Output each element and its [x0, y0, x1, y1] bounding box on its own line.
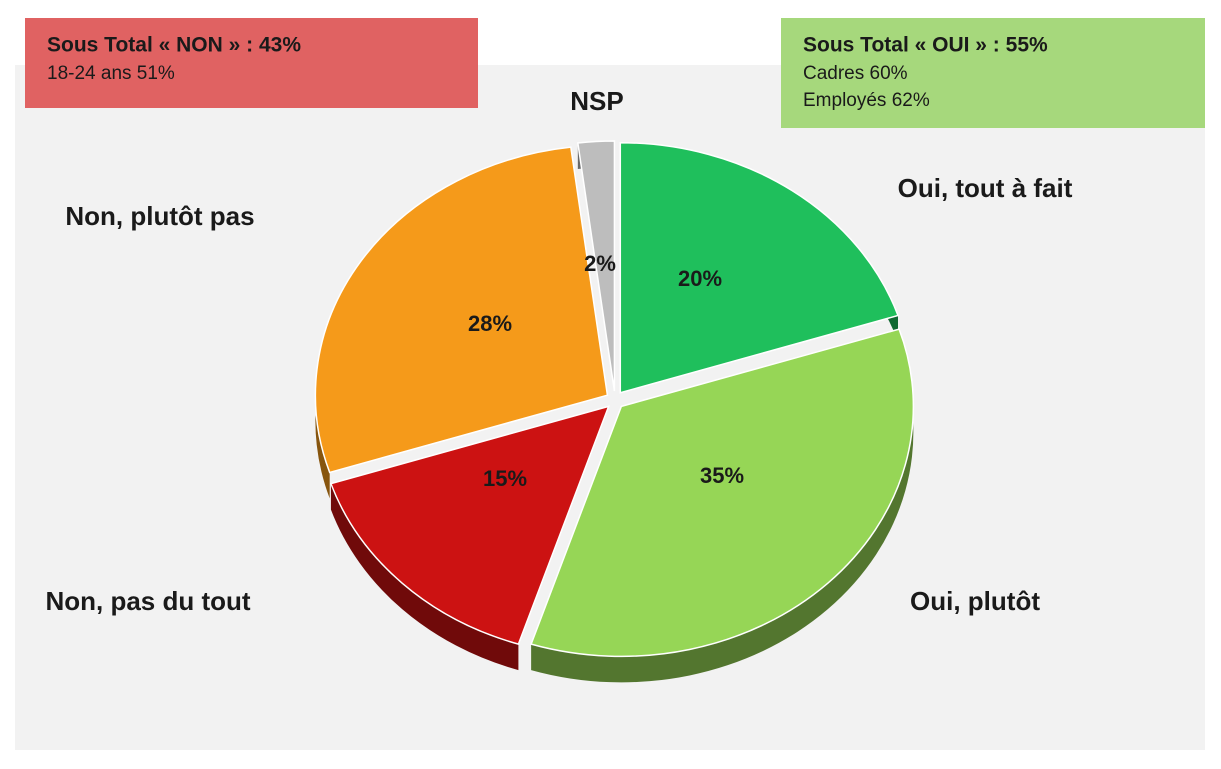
slice: [576, 140, 616, 392]
slice-value-label: 28%: [468, 311, 512, 336]
slice-value-label: 2%: [584, 251, 616, 276]
slice-side: [330, 483, 519, 671]
slice-category-label: NSP: [570, 86, 623, 116]
slice: [530, 328, 915, 658]
slice: [619, 141, 899, 394]
annotation-line: Employés 62%: [803, 90, 930, 111]
slice-category-label: Oui, plutôt: [910, 586, 1040, 616]
annotation-title: Sous Total « NON » : 43%: [47, 34, 301, 57]
slice-category-label: Non, plutôt pas: [65, 201, 254, 231]
slice-category-label: Oui, tout à fait: [898, 173, 1073, 203]
annotation-box: [781, 18, 1205, 128]
slice-value-label: 20%: [678, 266, 722, 291]
annotation-box: [25, 18, 478, 108]
slice-value-label: 35%: [700, 463, 744, 488]
slice-category-label: Non, pas du tout: [45, 586, 250, 616]
slice-side: [531, 329, 914, 683]
slice-value-label: 15%: [483, 466, 527, 491]
slice: [329, 405, 610, 646]
slice: [314, 146, 609, 474]
annotation-title: Sous Total « OUI » : 55%: [803, 34, 1048, 57]
annotation-line: 18-24 ans 51%: [47, 63, 175, 84]
annotation-line: Cadres 60%: [803, 63, 908, 84]
